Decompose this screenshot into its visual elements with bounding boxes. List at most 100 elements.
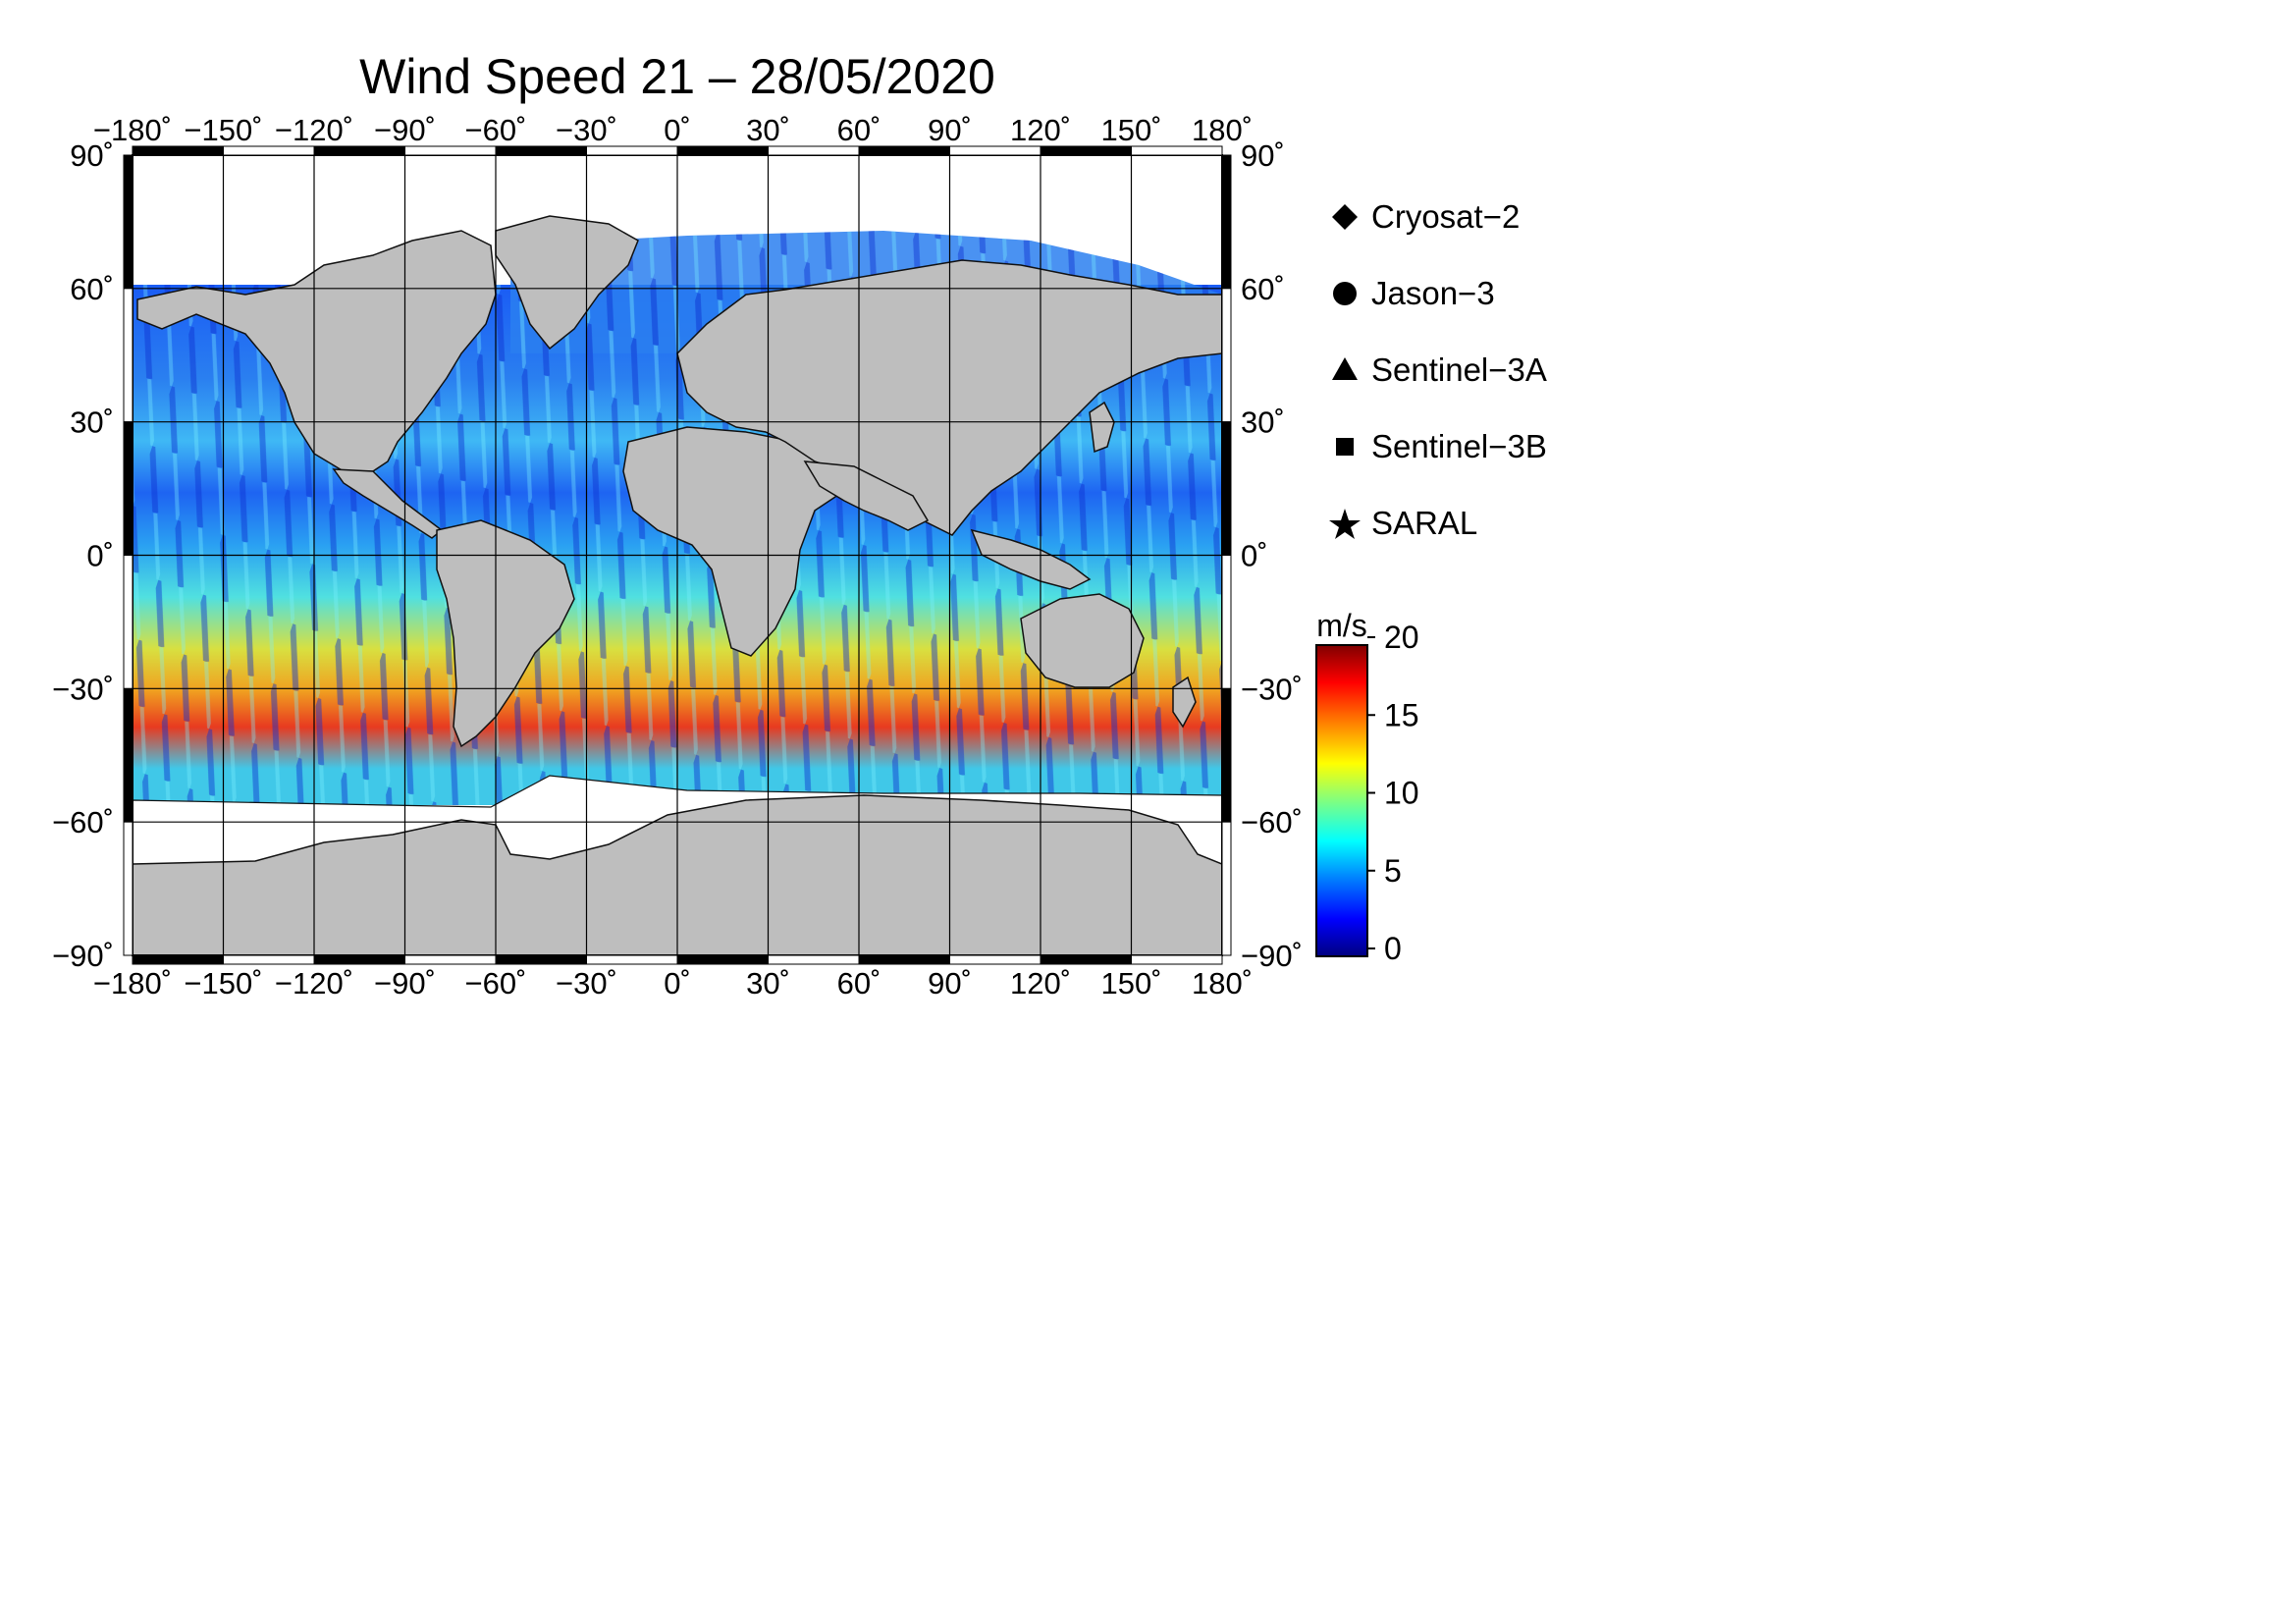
lon-tick-label: −180˚ [93,966,172,1001]
lon-tick-label: −60˚ [465,966,527,1001]
legend-label: Cryosat−2 [1371,198,1520,235]
lat-tick-label: 60˚ [70,272,114,306]
frame-bar-right [1221,687,1232,823]
frame-bar-bottom [858,954,950,965]
map-title: Wind Speed 21 – 28/05/2020 [359,49,995,104]
satellite-legend: Cryosat−2 Jason−3 Sentinel−3A Sentinel−3… [1329,198,1547,541]
lat-tick-label: 60˚ [1241,272,1285,306]
frame-bar-top [586,145,678,156]
lon-tick-label: −120˚ [275,113,353,147]
legend-label: SARAL [1371,505,1477,541]
diamond-icon [1332,204,1358,230]
new-zealand [1172,676,1197,729]
frame-bar-bottom [1131,954,1223,965]
lon-tick-label: 30˚ [746,966,790,1001]
frame-bar-bottom [676,954,769,965]
frame-bar-right [1221,154,1232,290]
lon-tick-label: 150˚ [1100,966,1161,1001]
frame-bar-bottom [768,954,860,965]
lon-tick-label: 150˚ [1100,113,1161,147]
frame-bar-left [123,555,133,689]
colorbar-gradient [1315,644,1368,957]
frame-bar-right [1221,421,1232,556]
frame-bar-top [495,145,587,156]
frame-bar-right [1221,555,1232,689]
frame-bar-bottom [404,954,497,965]
legend-label: Jason−3 [1371,275,1495,311]
colorbar-tick-label: 10 [1384,776,1419,811]
lon-tick-label: 180˚ [1192,966,1253,1001]
legend-label: Sentinel−3A [1371,352,1547,388]
frame-bar-top [223,145,315,156]
frame-bar-right [1221,288,1232,423]
frame-bar-left [123,421,133,556]
frame-bar-bottom [495,954,587,965]
lon-tick-label: −90˚ [374,966,436,1001]
lat-tick-label: −60˚ [1241,805,1303,839]
frame-bar-top [949,145,1041,156]
frame-bar-right [1221,821,1232,956]
colorbar-tick-label: 15 [1384,697,1419,732]
lat-tick-label: −30˚ [52,672,114,706]
lon-tick-label: 30˚ [746,113,790,147]
lat-tick-label: 30˚ [1241,406,1285,440]
frame-bar-top [132,145,224,156]
arabia-india [803,460,930,531]
lon-tick-label: 120˚ [1010,966,1071,1001]
lon-ticks-top: −180˚ −150˚ −120˚ −90˚ −60˚ −30˚ 0˚ 30˚ 60˚ 90˚ 12… [93,113,1253,147]
land-masses [136,215,1222,748]
frame-bar-bottom [586,954,678,965]
lon-tick-label: −30˚ [556,966,617,1001]
lat-tick-label: 0˚ [1241,539,1268,573]
frame-bar-left [123,154,133,290]
frame-bar-left [123,687,133,823]
colorbar-tick-label: 5 [1384,853,1402,889]
lat-ticks-left: 90˚ 60˚ 30˚ 0˚ −30˚ −60˚ −90˚ [52,138,114,973]
frame-bar-bottom [1040,954,1132,965]
lon-tick-label: 120˚ [1010,113,1071,147]
lat-tick-label: −90˚ [52,939,114,973]
lon-tick-label: −150˚ [184,966,262,1001]
circle-icon [1333,282,1357,305]
legend-label: Sentinel−3B [1371,428,1547,464]
triangle-icon [1332,357,1358,380]
lon-tick-label: 0˚ [664,966,691,1001]
frame-bar-left [123,288,133,423]
legend-item-cryosat: Cryosat−2 [1332,198,1520,235]
frame-bar-bottom [313,954,405,965]
lon-tick-label: −180˚ [93,113,172,147]
frame-bar-bottom [132,954,224,965]
frame-bar-top [313,145,405,156]
legend-item-sentinel-3b: Sentinel−3B [1336,428,1547,464]
lon-tick-label: 0˚ [664,113,691,147]
legend-item-sentinel-3a: Sentinel−3A [1332,352,1547,388]
map-area [133,155,1222,955]
frame-bar-top [858,145,950,156]
lon-tick-label: −30˚ [556,113,617,147]
frame-bar-top [1131,145,1223,156]
lon-tick-label: −120˚ [275,966,353,1001]
lon-tick-label: 90˚ [928,966,972,1001]
colorbar-unit: m/s [1316,608,1367,643]
lon-ticks-bottom: −180˚ −150˚ −120˚ −90˚ −60˚ −30˚ 0˚ 30˚ 60˚ 90˚ 12… [93,966,1253,1001]
map-frame [123,145,1232,965]
lon-tick-label: −90˚ [374,113,436,147]
lon-tick-label: −60˚ [465,113,527,147]
square-icon [1336,438,1354,456]
lon-tick-label: 180˚ [1192,113,1253,147]
frame-bar-top [1040,145,1132,156]
lat-tick-label: −90˚ [1241,939,1303,973]
frame-bar-left [123,821,133,956]
frame-bar-top [404,145,497,156]
legend-item-saral: SARAL [1329,505,1477,541]
graticule [133,155,1222,955]
lat-tick-label: 0˚ [86,539,114,573]
colorbar-ticks: 0 5 10 15 20 [1367,620,1419,966]
lat-tick-label: 90˚ [1241,138,1285,173]
colorbar-tick-label: 0 [1384,931,1402,966]
lon-tick-label: 90˚ [928,113,972,147]
frame-bar-top [676,145,769,156]
frame-bar-top [768,145,860,156]
lat-ticks-right: 90˚ 60˚ 30˚ 0˚ −30˚ −60˚ −90˚ [1241,138,1303,973]
